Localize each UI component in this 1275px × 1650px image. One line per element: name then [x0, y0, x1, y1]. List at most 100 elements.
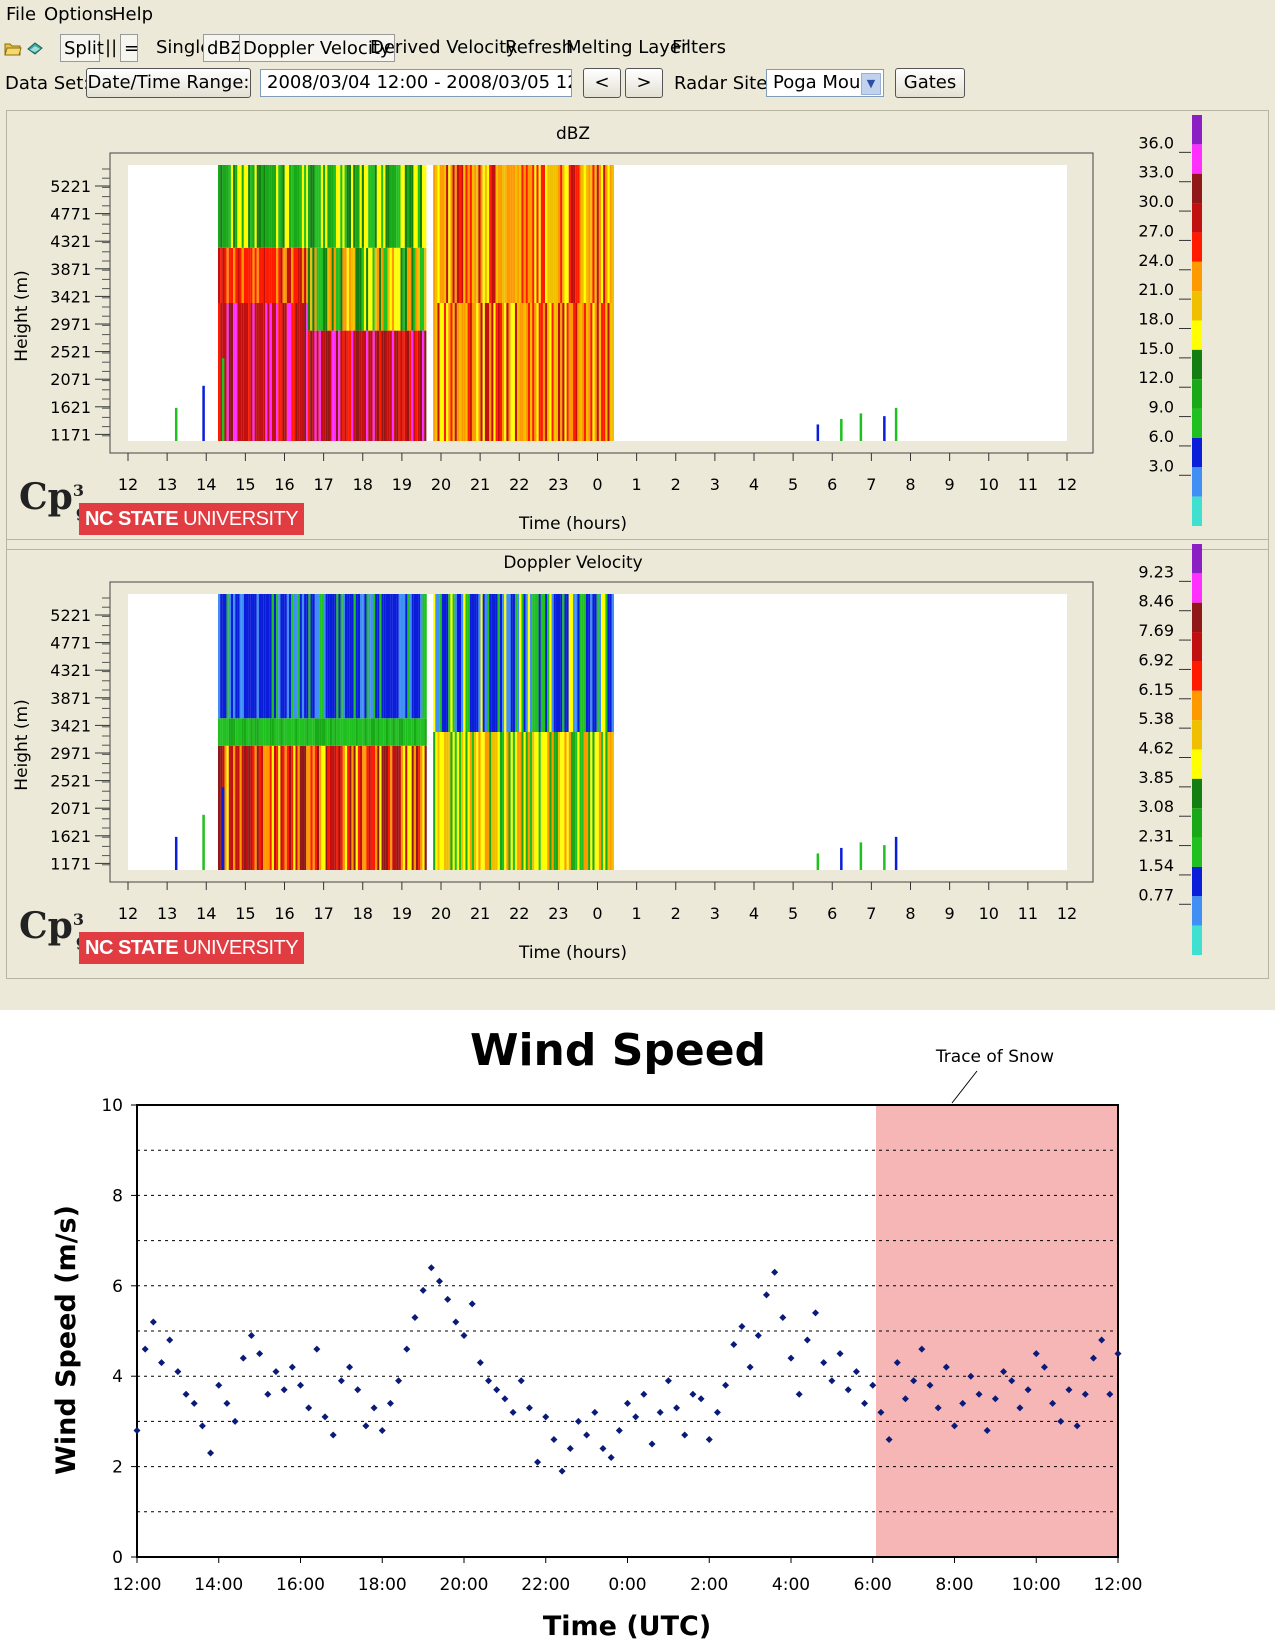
open-folder-icon[interactable]	[4, 39, 22, 57]
reflectivity-streak	[256, 303, 259, 441]
reflectivity-streak	[448, 165, 451, 303]
reflectivity-streak	[295, 303, 298, 441]
reflectivity-streak	[394, 594, 397, 719]
reflectivity-streak	[499, 594, 503, 732]
reflectivity-streak	[489, 303, 492, 441]
melting-layer-button[interactable]: Melting Layer	[566, 37, 689, 58]
reflectivity-streak	[226, 303, 229, 441]
colorbar-segment	[1192, 173, 1202, 204]
wind-speed-point	[419, 1286, 427, 1294]
stacked-button[interactable]: =	[120, 34, 139, 62]
reflectivity-streak	[510, 165, 513, 303]
x-tick-label: 2	[671, 475, 681, 494]
reflectivity-streak	[331, 330, 334, 441]
split-button[interactable]: Split	[60, 34, 104, 62]
reflectivity-streak	[357, 594, 361, 719]
previous-button[interactable]: <	[583, 68, 621, 98]
radar-site-select[interactable]: Poga Mou... ▼	[766, 69, 884, 97]
reflectivity-streak	[611, 732, 614, 870]
reflectivity-streak	[508, 594, 511, 732]
y-tick-label: 4321	[50, 661, 91, 680]
reflectivity-streak	[301, 165, 305, 248]
reflectivity-streak	[413, 247, 416, 331]
menu-file[interactable]: File	[6, 4, 37, 25]
x-tick-label: 2	[671, 904, 681, 923]
reflectivity-streak	[291, 745, 294, 870]
reflectivity-streak	[381, 745, 384, 870]
plot-frame	[109, 152, 1094, 454]
filters-button[interactable]: Filters	[672, 37, 726, 58]
reflectivity-streak	[585, 594, 589, 732]
reflectivity-streak	[254, 247, 257, 303]
reflectivity-streak	[590, 594, 593, 732]
colorbar-segment	[1192, 632, 1202, 662]
reflectivity-streak	[458, 732, 462, 870]
reflectivity-streak	[392, 718, 395, 746]
next-button[interactable]: >	[625, 68, 663, 98]
save-data-icon[interactable]	[26, 39, 44, 57]
wind-speed-point	[435, 1277, 443, 1285]
reflectivity-streak	[336, 594, 339, 719]
reflectivity-streak	[508, 165, 511, 303]
reflectivity-streak	[336, 718, 339, 746]
colorbar-segment	[1192, 349, 1202, 380]
wind-speed-point	[869, 1381, 877, 1389]
reflectivity-streak	[286, 247, 290, 303]
reflectivity-streak	[378, 165, 382, 248]
reflectivity-streak	[344, 165, 347, 248]
reflectivity-streak	[280, 247, 283, 303]
reflectivity-streak	[446, 165, 449, 303]
reflectivity-streak	[437, 303, 440, 441]
reflectivity-streak	[327, 247, 330, 331]
menu-help[interactable]: Help	[112, 4, 154, 25]
menu-options[interactable]: Options	[44, 4, 114, 25]
reflectivity-streak	[323, 745, 326, 870]
reflectivity-streak	[297, 303, 300, 441]
reflectivity-streak	[344, 745, 348, 870]
wind-speed-point	[615, 1426, 623, 1434]
reflectivity-streak	[525, 594, 528, 732]
reflectivity-streak	[217, 303, 221, 441]
chevron-down-icon[interactable]: ▼	[861, 73, 881, 95]
reflectivity-streak	[263, 718, 266, 746]
reflectivity-streak	[413, 718, 417, 746]
reflectivity-streak	[366, 165, 369, 248]
side-by-side-button[interactable]: ||	[105, 37, 118, 58]
x-tick-label: 11	[1018, 904, 1038, 923]
single-button[interactable]: Single	[156, 37, 212, 58]
reflectivity-streak	[566, 165, 569, 303]
reflectivity-streak	[392, 594, 395, 719]
reflectivity-streak	[269, 718, 272, 746]
reflectivity-streak	[217, 718, 221, 746]
y-tick-label: 0	[112, 1548, 123, 1568]
date-time-range-button[interactable]: Date/Time Range:	[86, 68, 251, 98]
wind-speed-point	[558, 1467, 566, 1475]
reflectivity-streak	[332, 745, 335, 870]
refresh-button[interactable]: Refresh	[505, 37, 573, 58]
reflectivity-streak	[396, 594, 399, 719]
colorbar-segment	[1192, 690, 1202, 721]
reflectivity-streak	[269, 303, 272, 441]
wind-speed-point	[991, 1395, 999, 1403]
wind-speed-point	[329, 1431, 337, 1439]
date-range-field[interactable]: 2008/03/04 12:00 - 2008/03/05 12:00	[260, 69, 572, 97]
doppler-velocity-button[interactable]: Doppler Velocity	[239, 34, 395, 62]
reflectivity-streak	[465, 732, 468, 870]
reflectivity-streak	[433, 303, 436, 441]
derived-velocity-button[interactable]: Derived Velocity	[370, 37, 517, 58]
reflectivity-streak	[381, 594, 384, 719]
toolbar: Split || = Single dBZ Doppler Velocity D…	[0, 30, 1275, 66]
wind-speed-point	[239, 1354, 247, 1362]
reflectivity-streak	[443, 303, 447, 441]
y-axis-label: Height (m)	[12, 699, 32, 790]
reflectivity-streak	[389, 330, 392, 441]
x-tick-label: 17	[313, 904, 333, 923]
reflectivity-streak	[245, 303, 249, 441]
echo-streak	[859, 413, 863, 441]
reflectivity-streak	[605, 165, 608, 303]
wind-speed-point	[934, 1404, 942, 1412]
gates-button[interactable]: Gates	[895, 68, 965, 98]
reflectivity-streak	[502, 303, 505, 441]
wind-speed-point	[1106, 1390, 1114, 1398]
reflectivity-streak	[478, 732, 481, 870]
